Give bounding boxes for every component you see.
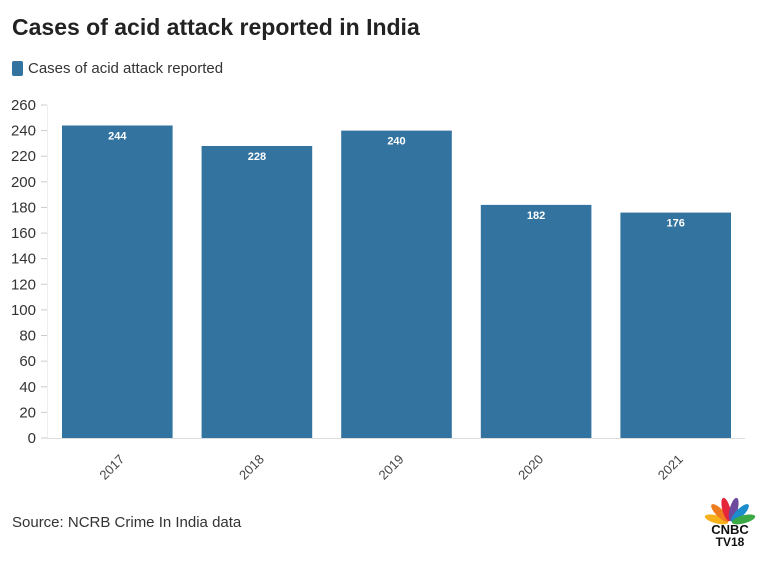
- x-tick-label: 2020: [515, 452, 546, 483]
- bar-2019: [341, 130, 452, 438]
- y-tick-label: 180: [11, 199, 36, 216]
- y-tick-label: 200: [11, 174, 36, 191]
- x-tick-label: 2018: [236, 452, 267, 483]
- legend-swatch: [12, 61, 23, 76]
- y-tick-label: 240: [11, 123, 36, 140]
- chart-title: Cases of acid attack reported in India: [12, 14, 420, 40]
- y-tick-label: 160: [11, 225, 36, 242]
- bar-2017: [62, 125, 173, 438]
- legend-label: Cases of acid attack reported: [28, 60, 224, 77]
- bar-chart: 0 20 40 60 80 100 120 140 160 180 200 220 240 260 244 2…: [11, 97, 745, 483]
- y-tick-label: 260: [11, 97, 36, 114]
- data-label: 228: [248, 151, 266, 163]
- x-tick-label: 2021: [655, 452, 686, 483]
- bar-2021: [620, 212, 731, 438]
- data-label: 182: [527, 210, 545, 222]
- data-label: 176: [667, 218, 685, 230]
- y-tick-label: 100: [11, 302, 36, 319]
- x-tick-label: 2017: [96, 452, 127, 483]
- y-tick-label: 0: [28, 430, 36, 447]
- source-note: Source: NCRB Crime In India data: [12, 514, 242, 531]
- data-label: 244: [108, 130, 127, 142]
- y-tick-label: 120: [11, 276, 36, 293]
- y-tick-label: 40: [19, 379, 36, 396]
- cnbc-tv18-logo: CNBC TV18: [704, 497, 756, 549]
- y-tick-label: 60: [19, 353, 36, 370]
- svg-text:TV18: TV18: [716, 535, 745, 549]
- y-tick-label: 140: [11, 251, 36, 268]
- data-label: 240: [387, 136, 405, 148]
- x-tick-label: 2019: [376, 452, 407, 483]
- bar-2018: [201, 145, 313, 438]
- svg-text:CNBC: CNBC: [711, 522, 749, 537]
- y-tick-label: 80: [19, 328, 36, 345]
- bar-2020: [480, 204, 592, 438]
- y-tick-label: 220: [11, 148, 36, 165]
- y-tick-label: 20: [19, 404, 36, 421]
- legend: Cases of acid attack reported: [12, 60, 223, 77]
